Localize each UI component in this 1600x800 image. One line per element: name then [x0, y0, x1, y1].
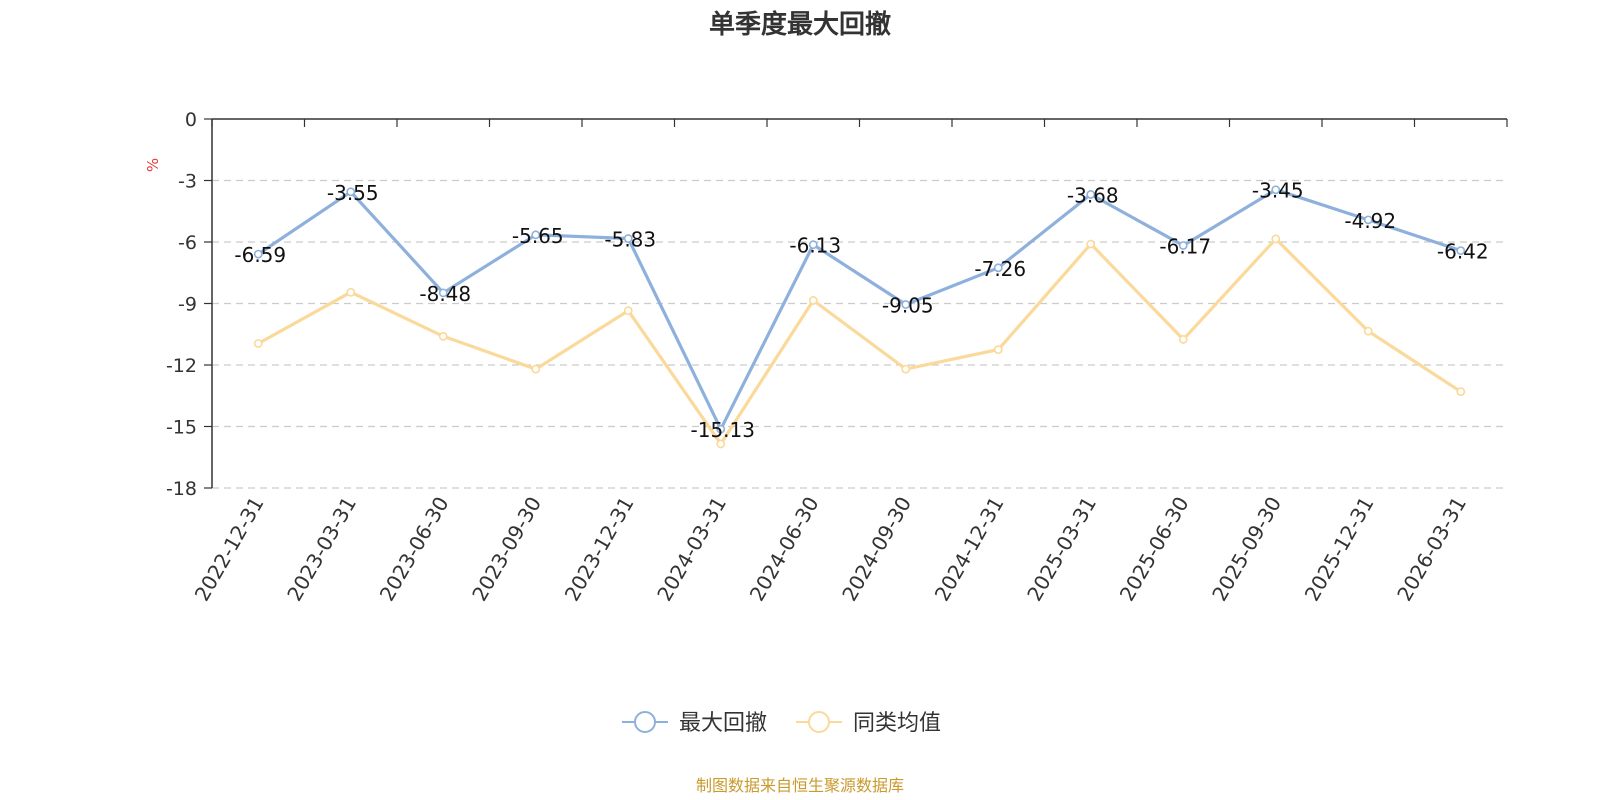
- data-point: [1086, 190, 1096, 199]
- data-point: [993, 345, 1003, 355]
- y-tick-label: -6: [178, 232, 197, 254]
- data-label: -3.68: [1067, 183, 1119, 207]
- data-point: [993, 263, 1003, 273]
- data-point: [901, 364, 911, 374]
- legend-marker: [808, 711, 830, 733]
- data-point: [1178, 241, 1188, 250]
- y-tick-label: -9: [178, 294, 197, 316]
- axes: [204, 118, 1508, 489]
- y-axis-unit: %: [144, 158, 162, 172]
- y-tick-label: -18: [166, 478, 197, 500]
- data-point: [1271, 234, 1281, 244]
- y-tick-labels: 0 -3 -6 -9 -12 -15 -18: [166, 109, 197, 500]
- data-point: [808, 296, 818, 305]
- data-point: [1363, 215, 1373, 225]
- x-tick-label: 2022-12-31: [190, 493, 269, 606]
- y-tick-label: -15: [166, 417, 197, 439]
- data-label: -6.17: [1159, 234, 1211, 258]
- data-label: -5.83: [604, 228, 656, 252]
- data-label: -3.45: [1252, 179, 1304, 203]
- series: [253, 185, 1466, 449]
- data-point: [1178, 334, 1188, 344]
- x-tick-label: 2025-06-30: [1115, 493, 1194, 606]
- y-tick-label: -3: [178, 171, 197, 193]
- x-tick-label: 2024-03-31: [652, 493, 731, 606]
- data-label: -9.05: [882, 294, 934, 318]
- x-tick-labels: 2022-12-31 2023-03-31 2023-06-30 2023-09-30…: [190, 493, 1471, 606]
- data-point: [623, 234, 633, 243]
- legend-label: 最大回撤: [679, 711, 767, 736]
- data-label: -3.55: [327, 181, 379, 205]
- legend[interactable]: 最大回撤 同类均值: [622, 711, 941, 736]
- x-tick-label: 2025-12-31: [1300, 493, 1379, 606]
- y-tick-label: 0: [185, 109, 197, 131]
- x-tick-label: 2023-12-31: [560, 493, 639, 606]
- x-tick-label: 2024-12-31: [930, 493, 1009, 606]
- data-label: -8.48: [419, 282, 471, 306]
- chart-title: 单季度最大回撤: [709, 9, 891, 40]
- data-point: [438, 331, 448, 341]
- legend-item-同类均值[interactable]: 同类均值: [796, 711, 941, 736]
- x-tick-label: 2023-06-30: [375, 493, 454, 606]
- x-tick-label: 2025-03-31: [1022, 493, 1101, 606]
- x-tick-label: 2024-09-30: [837, 493, 916, 606]
- data-point: [531, 230, 541, 240]
- legend-item-最大回撤[interactable]: 最大回撤: [622, 711, 767, 736]
- data-label: -6.59: [234, 243, 286, 267]
- data-point: [253, 339, 263, 348]
- data-point: [1271, 185, 1281, 195]
- y-tick-label: -12: [166, 355, 197, 377]
- data-label: -6.13: [789, 234, 841, 258]
- data-point: [531, 364, 541, 374]
- source-note: 制图数据来自恒生聚源数据库: [696, 776, 904, 795]
- data-point: [253, 249, 263, 259]
- data-point: [1456, 246, 1466, 256]
- data-label: -5.65: [512, 224, 564, 248]
- legend-marker: [634, 711, 656, 733]
- data-point: [808, 240, 818, 250]
- x-tick-label: 2024-06-30: [745, 493, 824, 606]
- data-point: [1456, 387, 1466, 397]
- data-point: [716, 424, 726, 434]
- data-point: [1086, 239, 1096, 249]
- data-point: [623, 306, 633, 316]
- series-line: [257, 188, 1462, 431]
- data-label: -6.42: [1437, 240, 1489, 264]
- series-最大回撤: [253, 185, 1466, 434]
- legend-label: 同类均值: [853, 711, 941, 736]
- x-tick-label: 2025-09-30: [1207, 493, 1286, 606]
- data-point: [716, 439, 726, 449]
- x-tick-label: 2026-03-31: [1392, 493, 1471, 606]
- x-tick-label: 2023-03-31: [282, 493, 361, 606]
- data-point: [438, 288, 448, 298]
- data-point: [901, 300, 911, 309]
- data-label: -15.13: [691, 418, 755, 442]
- data-labels: -6.59 -3.55 -8.48 -5.65 -5.83 -15.13 -6.13 -9.0…: [234, 179, 1488, 442]
- series-line: [257, 237, 1462, 446]
- data-point: [1363, 326, 1373, 336]
- data-label: -4.92: [1344, 209, 1396, 233]
- data-label: -7.26: [974, 257, 1026, 281]
- data-point: [346, 187, 356, 197]
- data-point: [346, 287, 356, 297]
- x-tick-label: 2023-09-30: [467, 493, 546, 606]
- series-同类均值: [253, 234, 1466, 449]
